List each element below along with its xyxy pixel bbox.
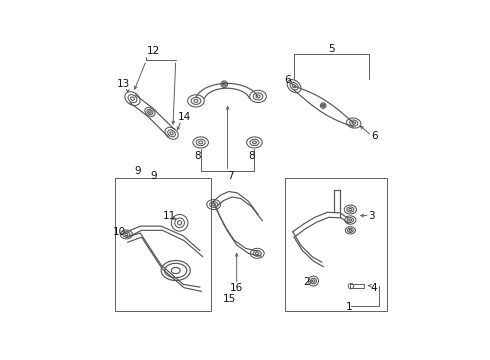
Text: 9: 9	[134, 166, 141, 176]
Text: 6: 6	[284, 75, 291, 85]
Text: 13: 13	[117, 79, 130, 89]
Text: 15: 15	[222, 294, 236, 304]
Bar	[115, 179, 211, 311]
Text: 1: 1	[346, 302, 353, 311]
Text: 14: 14	[177, 112, 191, 122]
Text: 16: 16	[230, 283, 244, 293]
Text: 12: 12	[147, 46, 160, 56]
Text: 3: 3	[368, 211, 375, 221]
Text: 5: 5	[328, 44, 335, 54]
Text: 11: 11	[163, 211, 176, 221]
Text: 4: 4	[370, 283, 377, 293]
Bar	[285, 179, 387, 311]
Text: 8: 8	[194, 151, 200, 161]
Text: 10: 10	[113, 227, 126, 237]
Bar	[350, 284, 364, 288]
Text: 7: 7	[227, 171, 234, 181]
Text: 8: 8	[248, 151, 254, 161]
Text: 6: 6	[371, 131, 378, 140]
Text: 9: 9	[150, 171, 157, 181]
Text: 2: 2	[303, 277, 310, 287]
